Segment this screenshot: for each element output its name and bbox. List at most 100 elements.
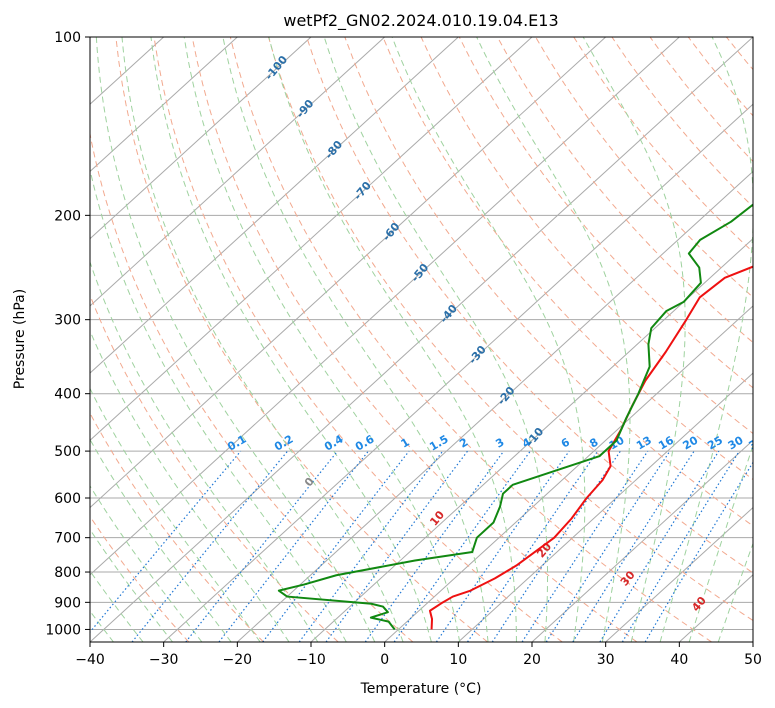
y-tick-label: 1000 xyxy=(45,622,81,638)
moist-adiabat-line xyxy=(659,37,753,642)
plot-area: 0.1 0.2 0.4 0.6 1 1.5 2 3 4 6 8 10 13 16 20 25 30 36-100-… xyxy=(90,37,775,642)
y-tick-label: 800 xyxy=(54,565,81,581)
isotherm-line xyxy=(90,37,680,576)
mixing-ratio-line xyxy=(364,450,505,642)
mixing-ratio-label: 16 xyxy=(656,433,676,452)
mixing-ratio-label: 0.1 xyxy=(225,433,248,454)
y-tick-label: 600 xyxy=(54,491,81,507)
x-tick-label: −20 xyxy=(223,652,253,668)
x-tick-label: 20 xyxy=(523,652,541,668)
moist-adiabat-line xyxy=(268,37,517,642)
isotherm-line xyxy=(90,37,459,374)
moist-adiabat-line xyxy=(90,260,319,642)
mixing-ratio-line xyxy=(262,450,410,642)
mixing-ratio-label: 3 xyxy=(493,436,506,451)
isotherm-line xyxy=(90,37,753,642)
isotherm-line xyxy=(531,439,753,642)
isotherm-line xyxy=(384,305,753,642)
x-tick-label: −40 xyxy=(75,652,105,668)
isotherm-line xyxy=(90,37,607,509)
dry-adiabat-line xyxy=(649,37,753,163)
moist-adiabat-line xyxy=(95,37,376,642)
mixing-ratio-line xyxy=(218,450,369,642)
moist-adiabat-line xyxy=(121,37,404,642)
dry-adiabat-line xyxy=(90,515,190,642)
mixing-ratio-line xyxy=(298,450,444,642)
mixing-ratio-line xyxy=(467,450,599,642)
mixing-ratio-lines xyxy=(90,450,753,642)
mixing-ratio-line xyxy=(325,450,469,642)
isotherm-line xyxy=(90,37,312,240)
y-tick-label: 700 xyxy=(54,531,81,547)
moist-adiabat-line xyxy=(90,167,347,642)
isotherm-line xyxy=(90,37,238,173)
mixing-ratio-line xyxy=(435,450,570,642)
plot-frame xyxy=(89,36,754,643)
dry-adiabat-line xyxy=(725,37,753,71)
y-tick-label: 100 xyxy=(54,30,81,46)
dry-adiabat-line xyxy=(611,37,753,208)
mixing-ratio-label: 0.4 xyxy=(322,432,346,453)
isotherm-line xyxy=(752,641,753,642)
dry-adiabat-line xyxy=(115,37,488,642)
mixing-ratio-line xyxy=(545,450,671,642)
mixing-ratio-line xyxy=(131,450,289,642)
moist-adiabat-label: 30 xyxy=(618,568,638,588)
moist-adiabat-line xyxy=(90,387,261,642)
dry-adiabat-line xyxy=(420,37,753,435)
dry-adiabat-line xyxy=(90,131,414,642)
mixing-ratio-label: 2 xyxy=(457,436,470,451)
dry-adiabat-line xyxy=(687,37,753,117)
mixing-ratio-label: 1 xyxy=(399,436,412,451)
isotherm-line xyxy=(605,506,753,642)
moist-adiabat-line xyxy=(391,37,586,642)
moist-adiabat-line xyxy=(150,37,432,642)
dry-adiabat-line xyxy=(765,37,775,642)
x-axis-ticks: −40 −30 −20 −10 0 10 20 30 40 50 xyxy=(75,642,762,668)
mixing-ratio-line xyxy=(599,450,720,642)
y-tick-label: 300 xyxy=(54,313,81,329)
moist-adiabat-line xyxy=(582,37,686,642)
x-tick-label: 40 xyxy=(670,652,688,668)
isotherm-line xyxy=(310,237,753,642)
dry-adiabat-line xyxy=(229,37,712,642)
dewpoint-profile-line xyxy=(277,203,753,631)
moist-adiabat-line xyxy=(222,37,489,642)
isotherm-grid xyxy=(90,37,753,642)
mixing-ratio-line xyxy=(621,450,740,642)
dry-adiabat-line xyxy=(497,37,753,344)
mixing-ratio-line xyxy=(393,450,531,642)
mixing-ratio-label: 13 xyxy=(634,434,654,453)
moist-adiabat-line xyxy=(323,37,549,642)
x-tick-label: 50 xyxy=(744,652,762,668)
mixing-ratio-line xyxy=(572,450,695,642)
isotherm-line xyxy=(457,372,753,642)
dry-adiabat-label: -100 xyxy=(263,53,291,83)
mixing-ratio-line xyxy=(185,450,339,642)
dry-adiabat-line xyxy=(268,37,753,622)
mixing-ratio-line xyxy=(521,450,649,642)
isotherm-line xyxy=(163,103,753,642)
x-axis-label: Temperature (°C) xyxy=(360,681,482,697)
y-tick-label: 200 xyxy=(54,208,81,224)
y-tick-label: 400 xyxy=(54,387,81,403)
mixing-ratio-line xyxy=(491,450,621,642)
mixing-ratio-label: 6 xyxy=(559,435,572,450)
sounding-profiles xyxy=(277,203,753,631)
line-labels: 0.1 0.2 0.4 0.6 1 1.5 2 3 4 6 8 10 13 16 20 25 30 36-100-… xyxy=(225,53,753,614)
x-tick-label: 0 xyxy=(380,652,389,668)
chart-title: wetPf2_GN02.2024.010.19.04.E13 xyxy=(283,11,558,31)
y-axis-ticks: 1000 900 800 700 600 500 400 300 200 100 xyxy=(45,30,90,638)
isotherm-line xyxy=(236,170,753,642)
moist-adiabat-line xyxy=(90,329,290,642)
moist-adiabat-line xyxy=(90,485,203,642)
moist-adiabat-line xyxy=(476,37,631,642)
isotherm-line xyxy=(90,37,386,307)
dry-adiabat-line xyxy=(344,37,753,527)
y-tick-label: 900 xyxy=(54,595,81,611)
dry-adiabat-line xyxy=(153,37,563,642)
moist-adiabat-line xyxy=(90,438,232,642)
x-tick-label: −10 xyxy=(296,652,326,668)
mixing-ratio-label: 25 xyxy=(705,434,725,453)
